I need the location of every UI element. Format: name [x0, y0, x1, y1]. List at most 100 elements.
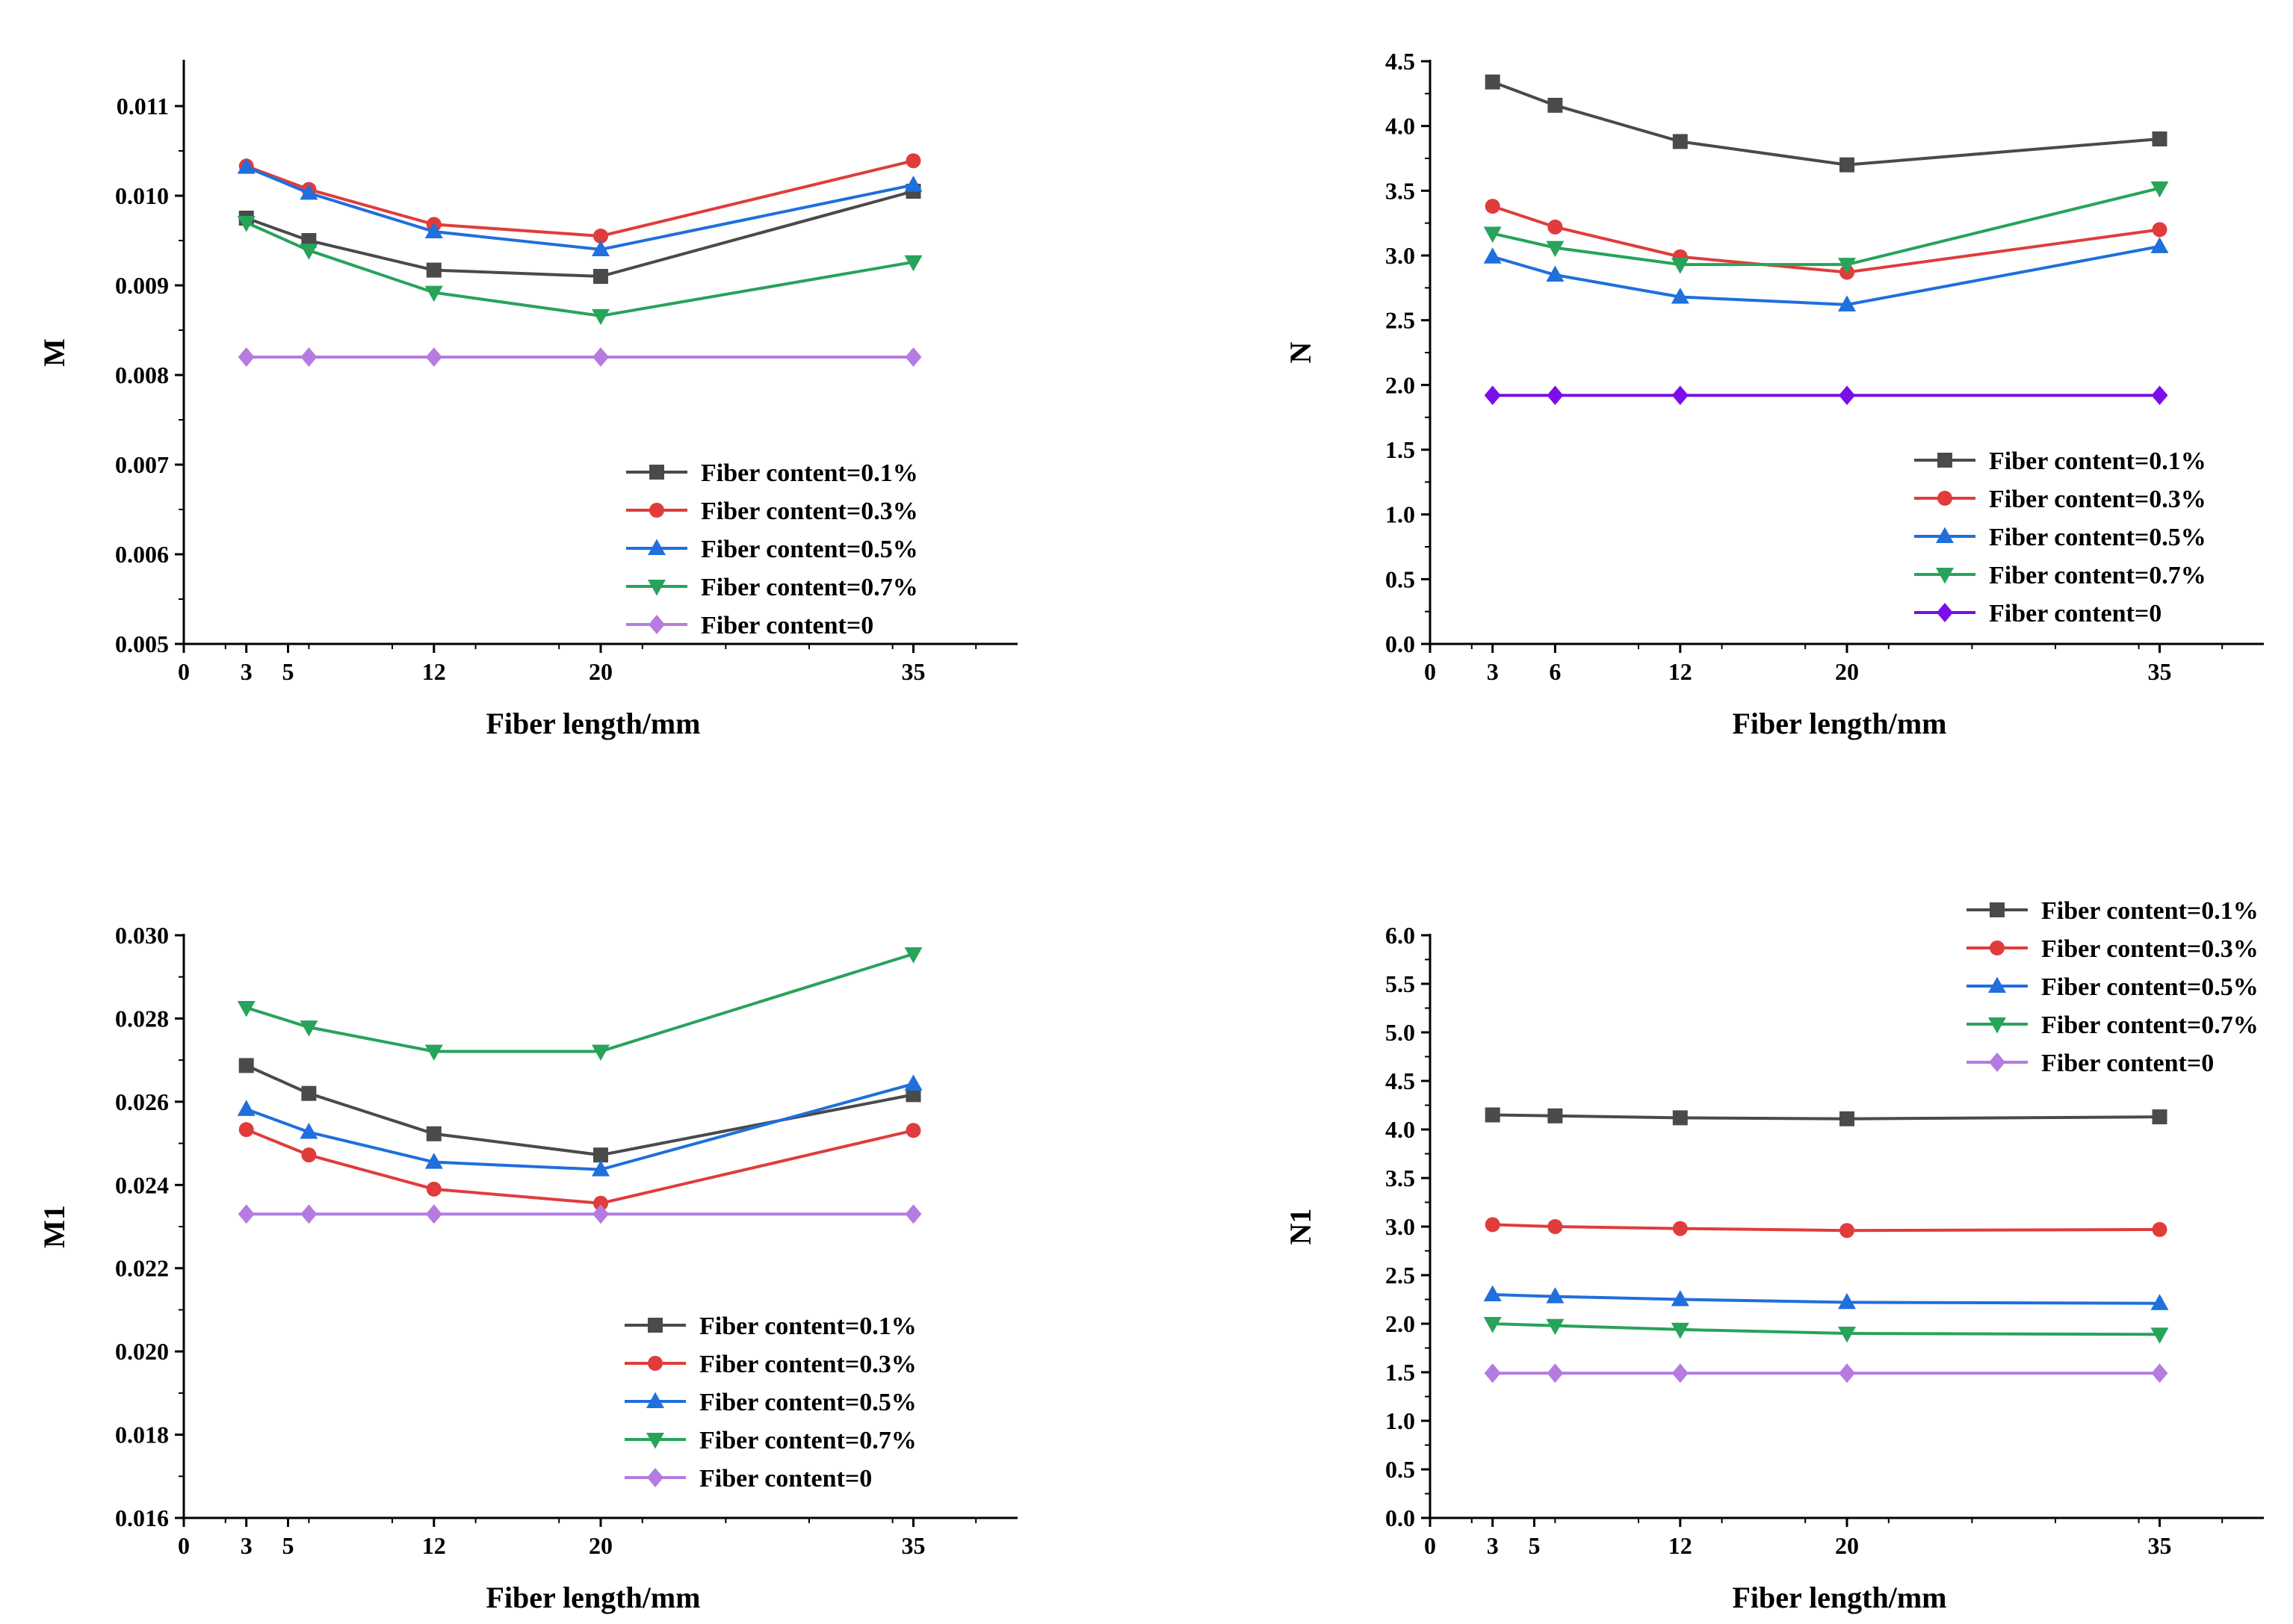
x-tick-label: 20 [1835, 1532, 1859, 1559]
legend-label: Fiber content=0 [699, 1465, 872, 1493]
x-tick-label: 0 [1424, 658, 1436, 685]
y-tick-label: 0.0 [1385, 630, 1415, 657]
legend-label: Fiber content=0 [2041, 1050, 2214, 1077]
data-point [300, 1123, 318, 1139]
x-axis-title: Fiber length/mm [486, 1581, 700, 1614]
legend-marker [647, 1468, 663, 1487]
data-point [424, 285, 443, 303]
data-point [593, 269, 608, 284]
legend-marker [649, 615, 665, 634]
data-point [1672, 1221, 1688, 1236]
data-point [1483, 1317, 1502, 1333]
series-2 [1485, 1217, 2167, 1239]
x-axis-title: Fiber length/mm [1732, 707, 1946, 740]
y-axis-title: N [1284, 341, 1317, 363]
data-point [1483, 247, 1502, 264]
legend-label: Fiber content=0.1% [1989, 447, 2206, 475]
x-tick-label: 12 [422, 658, 446, 685]
data-point [1671, 1363, 1689, 1383]
x-tick-label: 3 [241, 1532, 253, 1559]
series-line [246, 1082, 915, 1171]
series-3 [237, 1074, 923, 1177]
legend-entry: Fiber content=0.7% [625, 1427, 917, 1454]
y-axis-title: M [37, 338, 71, 367]
y-tick-label: 5.0 [1385, 1019, 1415, 1046]
data-point [1484, 385, 1501, 406]
legend-label: Fiber content=0.3% [699, 1351, 917, 1378]
data-point [301, 1147, 317, 1163]
legend-entry: Fiber content=0.5% [626, 536, 918, 563]
data-point [592, 347, 609, 367]
y-tick-label: 2.5 [1385, 307, 1415, 334]
x-tick-label: 0 [178, 658, 190, 685]
data-point [424, 222, 443, 238]
legend-label: Fiber content=0.5% [701, 536, 918, 563]
x-tick-label: 20 [589, 1532, 613, 1559]
x-tick-label: 0 [1424, 1532, 1436, 1559]
y-tick-label: 4.5 [1385, 1067, 1415, 1094]
data-point [2151, 1363, 2168, 1383]
data-point [1483, 1285, 1502, 1301]
legend-label: Fiber content=0 [701, 612, 873, 639]
legend-marker [1988, 976, 2006, 993]
x-tick-label: 5 [282, 1532, 294, 1559]
y-tick-label: 0.006 [115, 541, 169, 568]
y-tick-label: 4.5 [1385, 48, 1415, 75]
data-point [2150, 237, 2169, 253]
data-point [238, 1204, 255, 1224]
legend-label: Fiber content=0.1% [701, 459, 918, 487]
series-line [246, 159, 914, 238]
y-tick-label: 0.0 [1385, 1504, 1415, 1531]
x-tick-label: 3 [241, 658, 253, 685]
data-point [904, 947, 923, 964]
legend-marker [1936, 568, 1954, 584]
legend-label: Fiber content=0.3% [701, 498, 918, 525]
data-point [904, 1074, 923, 1091]
legend-marker [646, 1433, 664, 1449]
data-point [1485, 1217, 1500, 1233]
legend-label: Fiber content=0.5% [699, 1389, 917, 1416]
data-point [426, 1126, 442, 1141]
y-tick-label: 4.0 [1385, 113, 1415, 140]
data-point [1547, 385, 1564, 406]
data-point [1839, 157, 1854, 173]
data-point [593, 1195, 608, 1211]
x-tick-label: 6 [1549, 658, 1561, 685]
data-point [592, 240, 610, 256]
series-3 [1483, 1285, 2169, 1310]
series-1 [238, 1058, 921, 1163]
legend-entry: Fiber content=0 [626, 612, 873, 639]
chart-panel-2: 0.0 0.5 1.0 1.5 2.0 2.5 3.0 3.5 4.0 4.5 0 3 6 12 20 35 F… [1284, 48, 2264, 740]
data-point [905, 1204, 922, 1224]
legend-label: Fiber content=0.7% [699, 1427, 917, 1454]
legend-marker [1937, 491, 1952, 506]
legend-marker [648, 539, 666, 555]
x-ticks: 0 3 5 12 20 35 [178, 1518, 977, 1559]
data-point [592, 309, 610, 326]
series-line [1492, 1293, 2160, 1305]
data-point [1546, 265, 1565, 282]
y-tick-label: 0.007 [115, 451, 169, 478]
data-point [300, 347, 318, 367]
data-point [237, 216, 256, 232]
legend-marker [646, 1392, 664, 1408]
y-tick-label: 0.009 [115, 272, 169, 299]
series-3 [1483, 237, 2169, 312]
legend-label: Fiber content=0.3% [1989, 486, 2206, 513]
legend-marker [1988, 1017, 2006, 1034]
data-point [1672, 134, 1688, 149]
x-tick-label: 20 [1835, 658, 1859, 685]
legend-label: Fiber content=0.5% [1989, 524, 2206, 551]
x-tick-label: 35 [2148, 658, 2172, 685]
y-tick-label: 2.5 [1385, 1262, 1415, 1289]
legend-marker [649, 503, 664, 518]
y-tick-label: 0.020 [115, 1338, 169, 1365]
chart-panel-3: 0.016 0.018 0.020 0.022 0.024 0.026 0.028 0.030… [37, 922, 1018, 1614]
legend-entry: Fiber content=0.5% [625, 1389, 917, 1416]
legend-marker [1937, 603, 1953, 622]
data-point [1547, 1108, 1563, 1124]
y-axis-title: M1 [37, 1205, 71, 1248]
series-line [1492, 1113, 2160, 1121]
legend-label: Fiber content=0.1% [699, 1312, 917, 1340]
legend-entry: Fiber content=0.7% [1914, 562, 2206, 589]
